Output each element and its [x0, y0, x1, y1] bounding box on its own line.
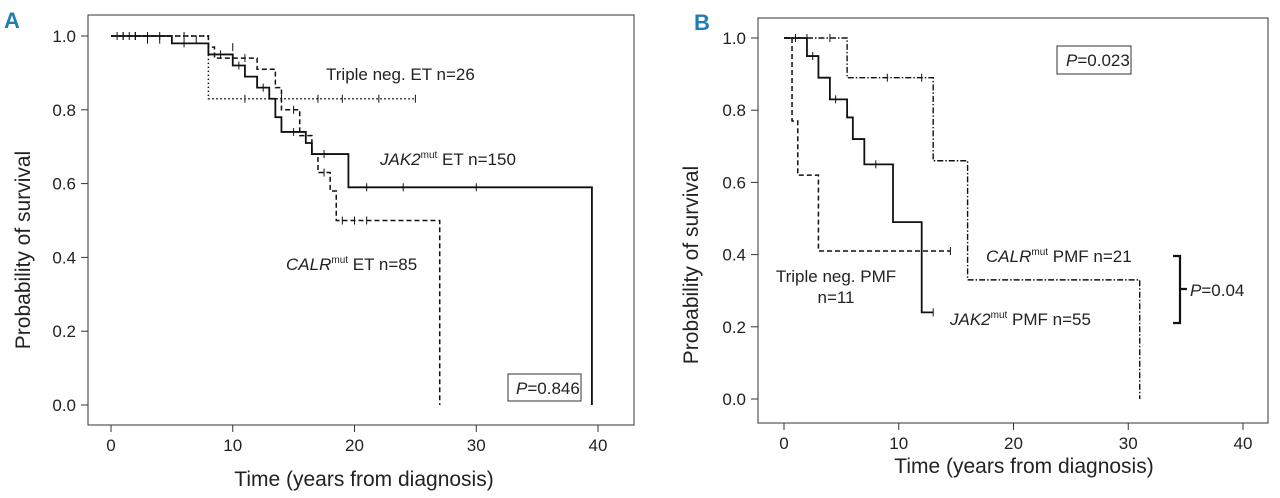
series-group-b [784, 34, 1141, 399]
x-tick-label: 0 [106, 436, 115, 455]
panel-a: A Probability of survival Time (years fr… [4, 8, 635, 491]
x-axis-label-a: Time (years from diagnosis) [234, 468, 493, 491]
plot-frame-b [757, 17, 1269, 424]
y-ticks-b: 0.0 0.2 0.4 0.6 0.8 1.0 [722, 29, 758, 409]
x-tick-label: 40 [589, 436, 608, 455]
series-label-jak2-et: JAK2mut ET n=150 [379, 150, 516, 169]
y-tick-label: 1.0 [52, 27, 76, 46]
x-tick-label: 20 [1004, 434, 1023, 453]
km-curve-b-1 [784, 37, 1141, 399]
x-tick-label: 30 [467, 436, 486, 455]
panel-b: B Probability of survival Time (years fr… [680, 10, 1269, 478]
series-label-calr-pmf: CALRmut PMF n=21 [986, 247, 1132, 266]
y-tick-label: 0.4 [52, 248, 76, 267]
y-tick-label: 1.0 [722, 29, 746, 48]
km-curve-a-1 [111, 35, 441, 405]
y-tick-label: 0.2 [722, 318, 746, 337]
pvalue-text-b: P=0.023 [1066, 51, 1130, 70]
y-tick-label: 0.4 [722, 246, 746, 265]
panel-label-b: B [694, 10, 710, 35]
y-tick-label: 0.8 [722, 101, 746, 120]
y-tick-label: 0.6 [722, 173, 746, 192]
x-axis-label-b: Time (years from diagnosis) [894, 455, 1153, 478]
series-label-triple-neg-et: Triple neg. ET n=26 [326, 65, 475, 84]
series-label-triple-neg-pmf: Triple neg. PMF n=11 [776, 267, 896, 307]
panel-label-a: A [4, 8, 20, 33]
x-ticks-b: 0 10 20 30 40 [779, 423, 1252, 453]
y-axis-label-a: Probability of survival [12, 151, 35, 349]
series-label-jak2-pmf: JAK2mut PMF n=55 [949, 310, 1091, 329]
x-tick-label: 20 [345, 436, 364, 455]
y-tick-label: 0.2 [52, 322, 76, 341]
plot-frame-a [87, 14, 635, 426]
x-ticks-a: 0 10 20 30 40 [106, 425, 607, 455]
series-group-a [111, 32, 593, 405]
x-tick-label: 10 [889, 434, 908, 453]
km-curve-b-2 [784, 37, 951, 252]
pvalue-text-a: P=0.846 [516, 379, 580, 398]
series-label-calr-et: CALRmut ET n=85 [286, 255, 417, 274]
y-tick-label: 0.0 [52, 396, 76, 415]
y-tick-label: 0.8 [52, 101, 76, 120]
y-tick-label: 0.6 [52, 175, 76, 194]
y-axis-label-b: Probability of survival [680, 166, 703, 364]
y-tick-label: 0.0 [722, 390, 746, 409]
pvalue-box-b [1056, 45, 1132, 75]
x-tick-label: 10 [223, 436, 242, 455]
significance-bracket [1173, 254, 1187, 325]
x-tick-label: 0 [779, 434, 788, 453]
bracket-pvalue-text: P=0.04 [1190, 281, 1244, 300]
y-ticks-a: 0.0 0.2 0.4 0.6 0.8 1.0 [52, 27, 88, 415]
x-tick-label: 40 [1234, 434, 1253, 453]
x-tick-label: 30 [1119, 434, 1138, 453]
km-curve-b-0 [784, 37, 934, 314]
pvalue-box-a [507, 373, 582, 402]
